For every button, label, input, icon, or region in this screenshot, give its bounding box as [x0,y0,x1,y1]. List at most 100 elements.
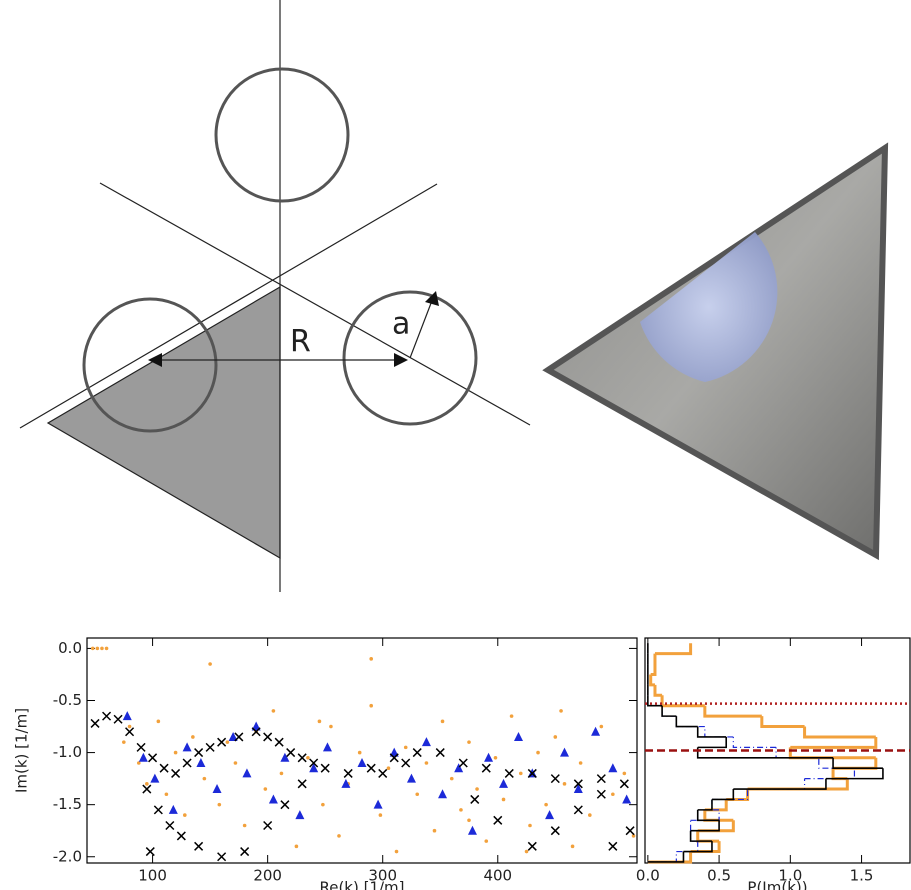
point [321,802,325,807]
point [449,776,454,781]
point [142,784,152,794]
point [378,813,383,817]
histogram-step [711,799,720,811]
histogram-step [696,747,834,759]
point [389,747,399,757]
y-tick-label: -0.5 [53,691,82,709]
histogram-step [833,757,878,770]
histogram-step [697,799,713,811]
y-tick-label: -1.5 [53,795,82,813]
point [475,787,479,791]
point [127,724,132,729]
point [631,834,636,838]
histogram-step [696,809,720,822]
histogram-step [689,830,712,842]
point [467,740,471,744]
point [176,831,186,841]
point [274,737,284,747]
point [341,778,351,788]
axis-line [99,182,531,426]
point [228,731,238,741]
point [90,718,100,728]
point [159,763,169,773]
point [205,742,215,752]
point [183,813,187,817]
point [591,726,601,736]
point [596,789,606,799]
histogram-step [647,851,677,863]
point [599,724,604,729]
point [454,763,464,773]
histogram-step [747,778,806,790]
point [424,761,429,765]
point [317,719,322,724]
histogram-step [660,695,705,708]
histogram-step [818,757,855,769]
point [225,740,230,744]
histogram-step [732,736,777,748]
histogram-step [654,643,693,656]
point [233,761,238,765]
histogram-step [653,684,663,697]
histogram-step [697,736,728,749]
point [182,742,192,752]
plot-frame [86,637,638,864]
point [122,740,126,744]
histogram-step [703,705,762,718]
label-a: a [392,307,410,342]
point [150,773,160,783]
point [194,748,204,758]
point [611,792,615,797]
histogram-step [683,841,713,853]
point [470,794,480,804]
point [217,802,222,807]
point [499,778,509,788]
point [509,714,514,718]
histogram-step [747,778,849,791]
point [191,735,195,739]
arrow-head [425,291,439,306]
point [309,763,319,773]
histogram-step [661,705,677,717]
histogram-step [788,747,876,760]
point [113,714,123,724]
y-tick-label: 0.0 [58,639,82,657]
point [432,828,437,833]
point [550,826,560,836]
point [153,805,163,815]
point [501,797,506,802]
point [329,724,333,729]
point [343,768,353,778]
histogram-step [661,705,677,717]
point [202,776,207,781]
point [622,794,632,804]
point [242,823,247,828]
histogram-step [704,799,728,812]
histogram-step [696,830,720,843]
point [573,784,583,794]
point [562,782,567,786]
histogram-step [690,820,720,832]
point [122,711,132,721]
point [570,844,575,849]
point [196,758,206,767]
point [619,779,629,789]
point [251,727,261,737]
point [208,662,212,666]
point [467,825,477,835]
histogram-step [647,851,685,863]
point [527,841,537,851]
point [320,763,330,773]
axis-line [19,183,438,429]
point [518,771,523,776]
point [528,823,532,828]
arrow-head [148,353,162,367]
photo [542,142,889,561]
histogram-step [650,664,657,676]
point [212,784,222,794]
point [481,763,491,773]
histogram-step [733,778,827,790]
x-axis-label: P(Im(k)) [747,879,807,890]
point [251,721,261,731]
